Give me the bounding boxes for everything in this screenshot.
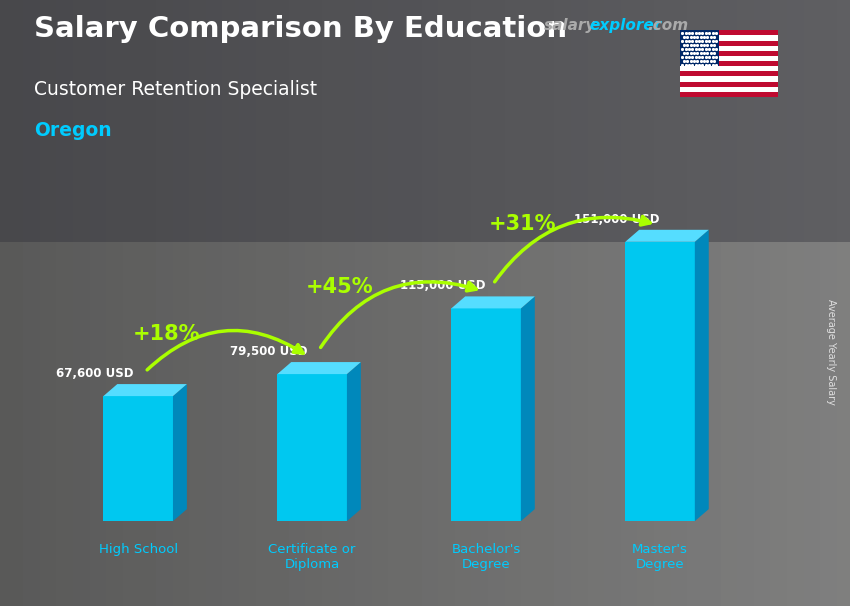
Text: 67,600 USD: 67,600 USD: [56, 367, 133, 380]
Bar: [680, 56, 778, 61]
Text: 115,000 USD: 115,000 USD: [400, 279, 485, 292]
Text: Customer Retention Specialist: Customer Retention Specialist: [34, 80, 317, 99]
Bar: [680, 45, 778, 51]
Bar: [680, 41, 778, 45]
Bar: [680, 82, 778, 87]
Text: +45%: +45%: [306, 277, 374, 297]
Polygon shape: [277, 374, 347, 521]
Text: .com: .com: [647, 18, 688, 33]
Bar: [0, 242, 850, 606]
Polygon shape: [694, 230, 709, 521]
Polygon shape: [451, 308, 521, 521]
Text: Oregon: Oregon: [34, 121, 111, 140]
Text: 79,500 USD: 79,500 USD: [230, 345, 308, 358]
Text: Master's
Degree: Master's Degree: [632, 543, 688, 571]
Polygon shape: [347, 362, 361, 521]
Text: Bachelor's
Degree: Bachelor's Degree: [451, 543, 521, 571]
Polygon shape: [104, 396, 173, 521]
Text: Average Yearly Salary: Average Yearly Salary: [826, 299, 836, 404]
Bar: [680, 66, 778, 72]
Bar: [680, 30, 719, 66]
Text: Certificate or
Diploma: Certificate or Diploma: [269, 543, 356, 571]
Text: +31%: +31%: [489, 215, 557, 235]
Text: +18%: +18%: [133, 324, 200, 344]
Polygon shape: [626, 230, 709, 242]
Bar: [680, 30, 778, 35]
Text: explorer: explorer: [589, 18, 661, 33]
Bar: [0, 0, 850, 242]
Polygon shape: [277, 362, 361, 374]
Polygon shape: [451, 296, 535, 308]
Bar: [680, 92, 778, 97]
Bar: [680, 76, 778, 82]
Text: salary: salary: [544, 18, 597, 33]
Polygon shape: [173, 384, 187, 521]
Text: Salary Comparison By Education: Salary Comparison By Education: [34, 15, 567, 43]
Bar: [680, 51, 778, 56]
Text: High School: High School: [99, 543, 178, 556]
Bar: [680, 72, 778, 76]
Bar: [680, 61, 778, 66]
Polygon shape: [626, 242, 694, 521]
Bar: [680, 87, 778, 92]
Polygon shape: [104, 384, 187, 396]
Text: 151,000 USD: 151,000 USD: [574, 213, 660, 225]
Bar: [680, 35, 778, 41]
Polygon shape: [521, 296, 535, 521]
